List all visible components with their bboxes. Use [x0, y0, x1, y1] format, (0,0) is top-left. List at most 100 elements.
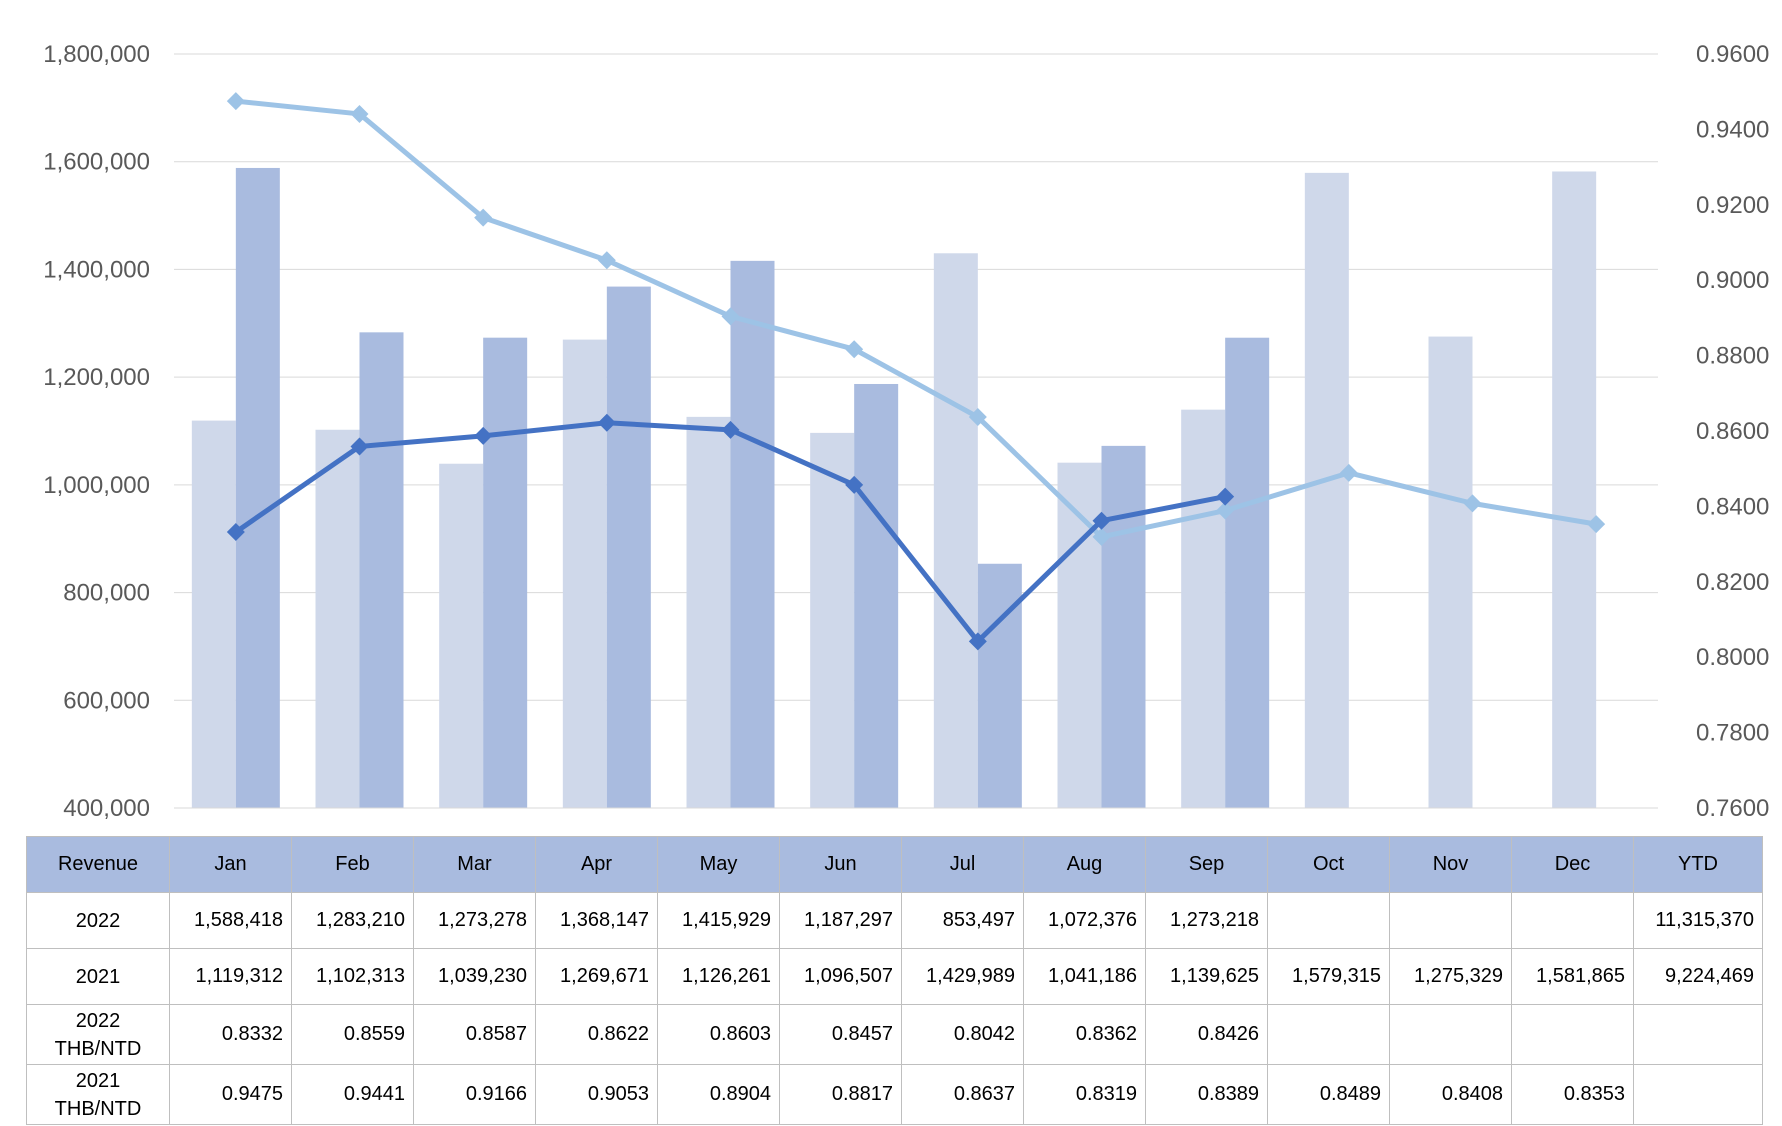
- table-cell: 0.8457: [779, 1004, 902, 1065]
- line-point-2022-thb-ntd-Apr: [597, 413, 616, 432]
- bar-2022-May: [730, 260, 775, 808]
- bar-2021-Feb: [315, 429, 360, 808]
- y-right-tick-label: 0.9600: [1696, 41, 1769, 68]
- table-header-apr: Apr: [535, 836, 658, 893]
- line-point-2021-thb-ntd-Feb: [350, 104, 369, 123]
- row-label-line: THB/NTD: [54, 1097, 142, 1120]
- table-cell: 0.9166: [413, 1064, 536, 1125]
- row-label-line: 2022: [75, 909, 121, 932]
- table-header-sep: Sep: [1145, 836, 1268, 893]
- table-cell: 1,273,278: [413, 892, 536, 949]
- line-point-2022-thb-ntd-Mar: [474, 426, 493, 445]
- chart-svg: 400,000 600,000 800,000 1,000,000 1,200,000 1…: [43, 41, 1769, 822]
- table-cell: 1,119,312: [169, 948, 292, 1005]
- table-cell: 0.9475: [169, 1064, 292, 1125]
- table-header-jun: Jun: [779, 836, 902, 893]
- y-left-tick-label: 1,800,000: [43, 41, 150, 68]
- table-cell: 0.8042: [901, 1004, 1024, 1065]
- table-row: 2022 THB/NTD 0.8332 0.8559 0.8587 0.8622 0.860…: [26, 1004, 1763, 1065]
- bar-2021-Oct: [1304, 172, 1349, 809]
- table-cell: 1,273,218: [1145, 892, 1268, 949]
- table-cell: 1,041,186: [1023, 948, 1146, 1005]
- table-header-ytd: YTD: [1633, 836, 1763, 893]
- table-cell: 1,275,329: [1389, 948, 1512, 1005]
- line-series-2021-thb-ntd: [235, 98, 1597, 540]
- table-cell: [1389, 892, 1512, 949]
- bar-2022-Jan: [235, 167, 280, 808]
- table-cell: 0.8332: [169, 1004, 292, 1065]
- bar-2022-Mar: [483, 337, 528, 808]
- table-cell: 0.8559: [291, 1004, 414, 1065]
- y-left-tick-label: 800,000: [63, 580, 150, 607]
- table-cell: 0.8587: [413, 1004, 536, 1065]
- table-row-label: 2021: [26, 948, 170, 1005]
- table-cell: 0.8637: [901, 1064, 1024, 1125]
- table-cell: 0.8362: [1023, 1004, 1146, 1065]
- table-header-mar: Mar: [413, 836, 536, 893]
- table-cell: 0.8622: [535, 1004, 658, 1065]
- table-cell: 1,579,315: [1267, 948, 1390, 1005]
- y-right-tick-label: 0.7600: [1696, 795, 1769, 822]
- table-row: 2022 1,588,418 1,283,210 1,273,278 1,368,147…: [26, 892, 1763, 949]
- table-cell: 0.8904: [657, 1064, 780, 1125]
- table-cell: [1633, 1064, 1763, 1125]
- y-right-tick-label: 0.9000: [1696, 267, 1769, 294]
- table-cell: [1511, 892, 1634, 949]
- bar-2021-Dec: [1552, 171, 1597, 809]
- table-header-row: Revenue Jan Feb Mar Apr May Jun Jul Aug Sep Oct Nov…: [26, 836, 1763, 893]
- line-point-2021-thb-ntd-Jun: [845, 340, 864, 359]
- bar-2021-May: [686, 416, 731, 808]
- bar-2021-Nov: [1428, 336, 1473, 808]
- bar-2022-Feb: [359, 332, 404, 808]
- table-cell: 1,139,625: [1145, 948, 1268, 1005]
- bar-2022-Apr: [606, 286, 651, 808]
- line-point-2021-thb-ntd-May: [721, 307, 740, 326]
- y-left-tick-label: 600,000: [63, 687, 150, 714]
- y-right-tick-label: 0.7800: [1696, 720, 1769, 747]
- row-label-line: 2021: [75, 1069, 121, 1092]
- table-row: 2021 THB/NTD 0.9475 0.9441 0.9166 0.9053 0.890…: [26, 1064, 1763, 1125]
- table-cell: 0.8353: [1511, 1064, 1634, 1125]
- bar-2021-Mar: [439, 463, 484, 808]
- table-cell: 0.8426: [1145, 1004, 1268, 1065]
- line-point-2021-thb-ntd-Sep: [1216, 501, 1235, 520]
- table-cell: 1,102,313: [291, 948, 414, 1005]
- line-point-2022-thb-ntd-Sep: [1216, 487, 1235, 506]
- table-cell: 0.9441: [291, 1064, 414, 1125]
- table-row-label: 2021 THB/NTD: [26, 1064, 170, 1125]
- table-cell: [1267, 1004, 1390, 1065]
- y-right-tick-label: 0.8400: [1696, 493, 1769, 520]
- table-cell: 0.8603: [657, 1004, 780, 1065]
- y-right-tick-label: 0.8200: [1696, 569, 1769, 596]
- table-header-may: May: [657, 836, 780, 893]
- table-header-dec: Dec: [1511, 836, 1634, 893]
- table-cell: 1,368,147: [535, 892, 658, 949]
- line-point-2021-thb-ntd-Mar: [474, 208, 493, 227]
- bar-2022-Jun: [854, 383, 899, 808]
- table-row-label: 2022 THB/NTD: [26, 1004, 170, 1065]
- table-cell: 1,187,297: [779, 892, 902, 949]
- table-cell: 0.8489: [1267, 1064, 1390, 1125]
- table-cell: [1633, 1004, 1763, 1065]
- y-right-tick-label: 0.8800: [1696, 343, 1769, 370]
- y-right-tick-label: 0.8600: [1696, 418, 1769, 445]
- table-header-feb: Feb: [291, 836, 414, 893]
- line-point-2021-thb-ntd-Oct: [1339, 463, 1358, 482]
- table-cell: 9,224,469: [1633, 948, 1763, 1005]
- table-cell: [1389, 1004, 1512, 1065]
- line-point-2021-thb-ntd-Dec: [1587, 515, 1606, 534]
- table-cell: 853,497: [901, 892, 1024, 949]
- row-label-line: THB/NTD: [54, 1037, 142, 1060]
- table-cell: 0.8319: [1023, 1064, 1146, 1125]
- bar-2021-Jun: [810, 432, 855, 808]
- line-point-2021-thb-ntd-Jan: [226, 92, 245, 111]
- y-right-tick-label: 0.9200: [1696, 192, 1769, 219]
- table-cell: 1,039,230: [413, 948, 536, 1005]
- row-label-line: 2022: [75, 1009, 121, 1032]
- table-cell: 1,415,929: [657, 892, 780, 949]
- line-point-2021-thb-ntd-Apr: [597, 251, 616, 270]
- table-cell: 1,588,418: [169, 892, 292, 949]
- table-cell: 1,269,671: [535, 948, 658, 1005]
- y-left-tick-label: 1,600,000: [43, 149, 150, 176]
- y-left-tick-label: 1,400,000: [43, 256, 150, 283]
